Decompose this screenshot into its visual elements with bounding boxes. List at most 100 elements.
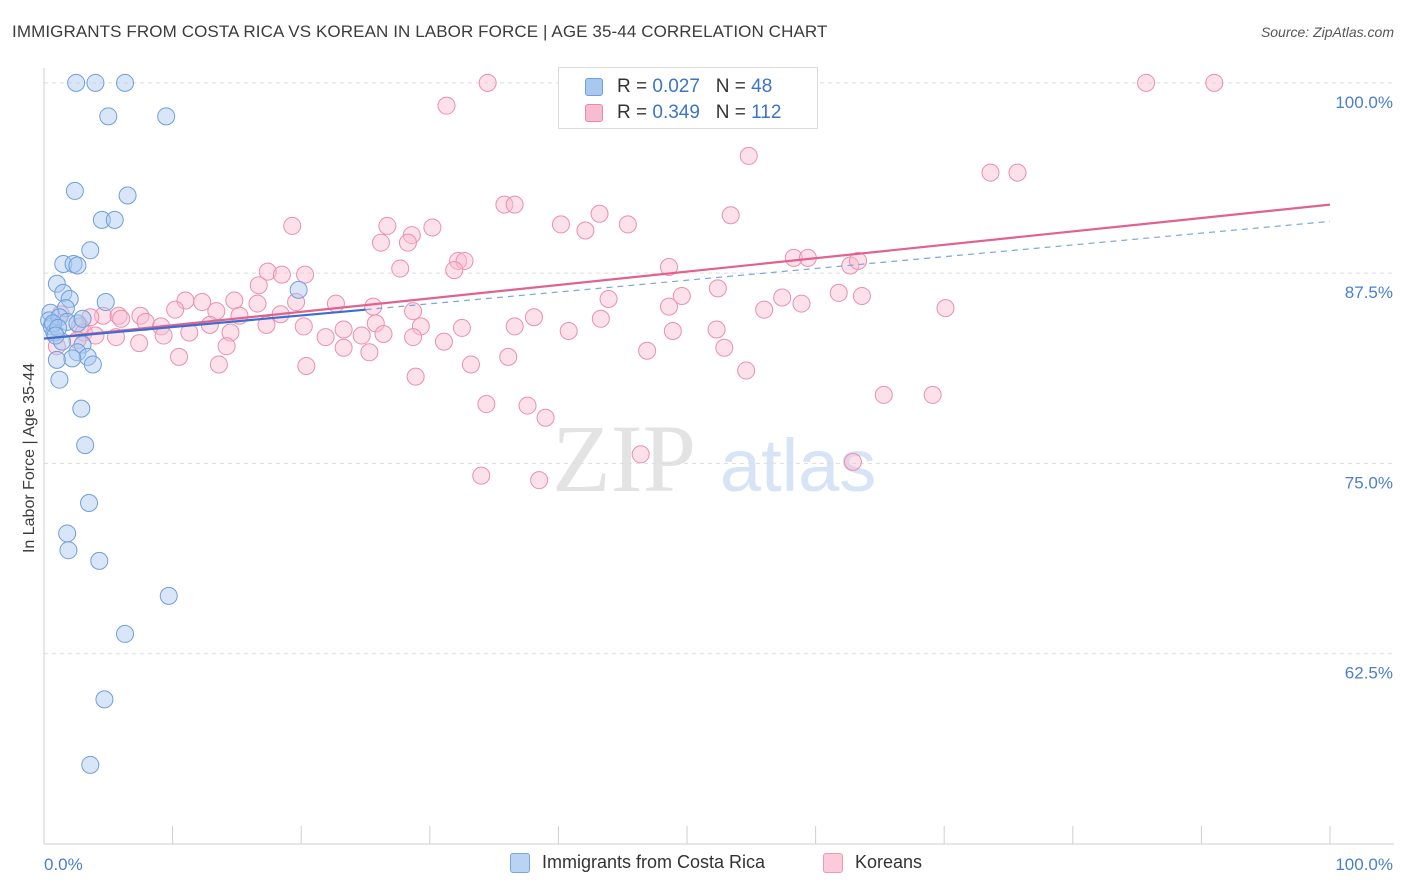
- point-costa-rica: [68, 256, 87, 275]
- point-korean: [434, 332, 453, 351]
- point-costa-rica: [67, 73, 86, 92]
- point-costa-rica: [99, 107, 118, 126]
- watermark-atlas: atlas: [720, 424, 876, 507]
- y-tick-label: 62.5%: [1345, 664, 1393, 683]
- point-costa-rica: [47, 274, 66, 293]
- point-korean: [1137, 73, 1156, 92]
- point-korean: [829, 283, 848, 302]
- point-korean: [258, 262, 277, 281]
- point-korean: [455, 251, 474, 270]
- point-korean: [1008, 163, 1027, 182]
- n-label: N =: [715, 102, 752, 123]
- point-korean: [297, 356, 316, 375]
- point-korean: [406, 367, 425, 386]
- point-korean: [209, 355, 228, 374]
- point-korean: [166, 300, 185, 319]
- point-costa-rica: [116, 624, 135, 643]
- y-tick-label: 75.0%: [1345, 473, 1393, 492]
- point-korean: [404, 328, 423, 347]
- point-korean: [131, 306, 150, 325]
- point-costa-rica: [72, 399, 91, 418]
- point-korean: [423, 218, 442, 237]
- point-costa-rica: [116, 73, 135, 92]
- point-korean: [249, 276, 268, 295]
- point-costa-rica: [50, 370, 69, 389]
- point-costa-rica: [105, 210, 124, 229]
- point-korean: [217, 337, 236, 356]
- bottom-legend-label-koreans: Koreans: [855, 852, 923, 872]
- point-korean: [707, 320, 726, 339]
- y-tick-label: 87.5%: [1345, 283, 1393, 302]
- point-korean: [225, 291, 244, 310]
- point-korean: [449, 251, 468, 270]
- point-korean: [411, 317, 430, 336]
- n-value: 48: [751, 76, 773, 97]
- point-korean: [874, 385, 893, 404]
- point-korean: [518, 396, 537, 415]
- point-korean: [715, 338, 734, 357]
- point-costa-rica: [63, 349, 82, 368]
- y-tick-label: 100.0%: [1335, 93, 1393, 112]
- legend-swatch-koreans: [585, 104, 603, 122]
- point-costa-rica: [90, 551, 109, 570]
- x-tick-label-min: 0.0%: [44, 855, 83, 874]
- point-korean: [618, 215, 637, 234]
- point-korean: [334, 338, 353, 357]
- x-axis-ticks: 0.0% 100.0%: [44, 855, 1393, 874]
- point-korean: [505, 317, 524, 336]
- y-axis-ticks: 62.5% 75.0% 87.5% 100.0%: [1335, 93, 1393, 683]
- point-korean: [591, 309, 610, 328]
- r-label: R =: [617, 76, 653, 97]
- axes: [43, 68, 1394, 845]
- point-korean: [631, 445, 650, 464]
- point-korean: [849, 251, 868, 270]
- point-korean: [352, 326, 371, 345]
- point-costa-rica: [81, 241, 100, 260]
- r-label: R =: [617, 102, 653, 123]
- point-korean: [272, 265, 291, 284]
- point-costa-rica: [157, 107, 176, 126]
- point-korean: [499, 347, 518, 366]
- point-costa-rica: [65, 181, 84, 200]
- point-costa-rica: [289, 280, 308, 299]
- point-korean: [576, 221, 595, 240]
- r-value: 0.027: [652, 76, 700, 97]
- point-korean: [478, 73, 497, 92]
- point-costa-rica: [96, 293, 115, 312]
- point-korean: [1205, 73, 1224, 92]
- point-korean: [981, 163, 1000, 182]
- point-costa-rica: [41, 303, 60, 322]
- point-costa-rica: [59, 541, 78, 560]
- point-korean: [364, 297, 383, 316]
- point-costa-rica: [46, 326, 65, 345]
- point-costa-rica: [118, 186, 137, 205]
- point-costa-rica: [76, 436, 95, 455]
- watermark: ZIP atlas: [552, 405, 876, 512]
- point-costa-rica: [95, 690, 114, 709]
- trend-line-koreans: [43, 203, 1331, 340]
- point-korean: [112, 309, 131, 328]
- series-koreans: [47, 73, 1224, 490]
- point-korean: [936, 299, 955, 318]
- point-korean: [374, 325, 393, 344]
- legend-swatch-costa-rica: [585, 78, 603, 96]
- point-korean: [773, 288, 792, 307]
- trend-lines: [43, 203, 1331, 340]
- point-korean: [672, 286, 691, 305]
- bottom-legend-swatch-koreans: [823, 853, 843, 873]
- x-tick-label-max: 100.0%: [1335, 855, 1393, 874]
- point-korean: [94, 306, 113, 325]
- point-korean: [659, 297, 678, 316]
- point-korean: [221, 323, 240, 342]
- point-korean: [599, 290, 618, 309]
- point-costa-rica: [73, 309, 92, 328]
- point-korean: [378, 216, 397, 235]
- legend-text-koreans: R = 0.349 N = 112: [617, 102, 781, 124]
- point-korean: [193, 293, 212, 312]
- point-costa-rica: [54, 254, 73, 273]
- point-korean: [559, 321, 578, 340]
- trend-line-costa-rica-extended: [365, 220, 1331, 311]
- point-costa-rica: [81, 755, 100, 774]
- point-korean: [638, 341, 657, 360]
